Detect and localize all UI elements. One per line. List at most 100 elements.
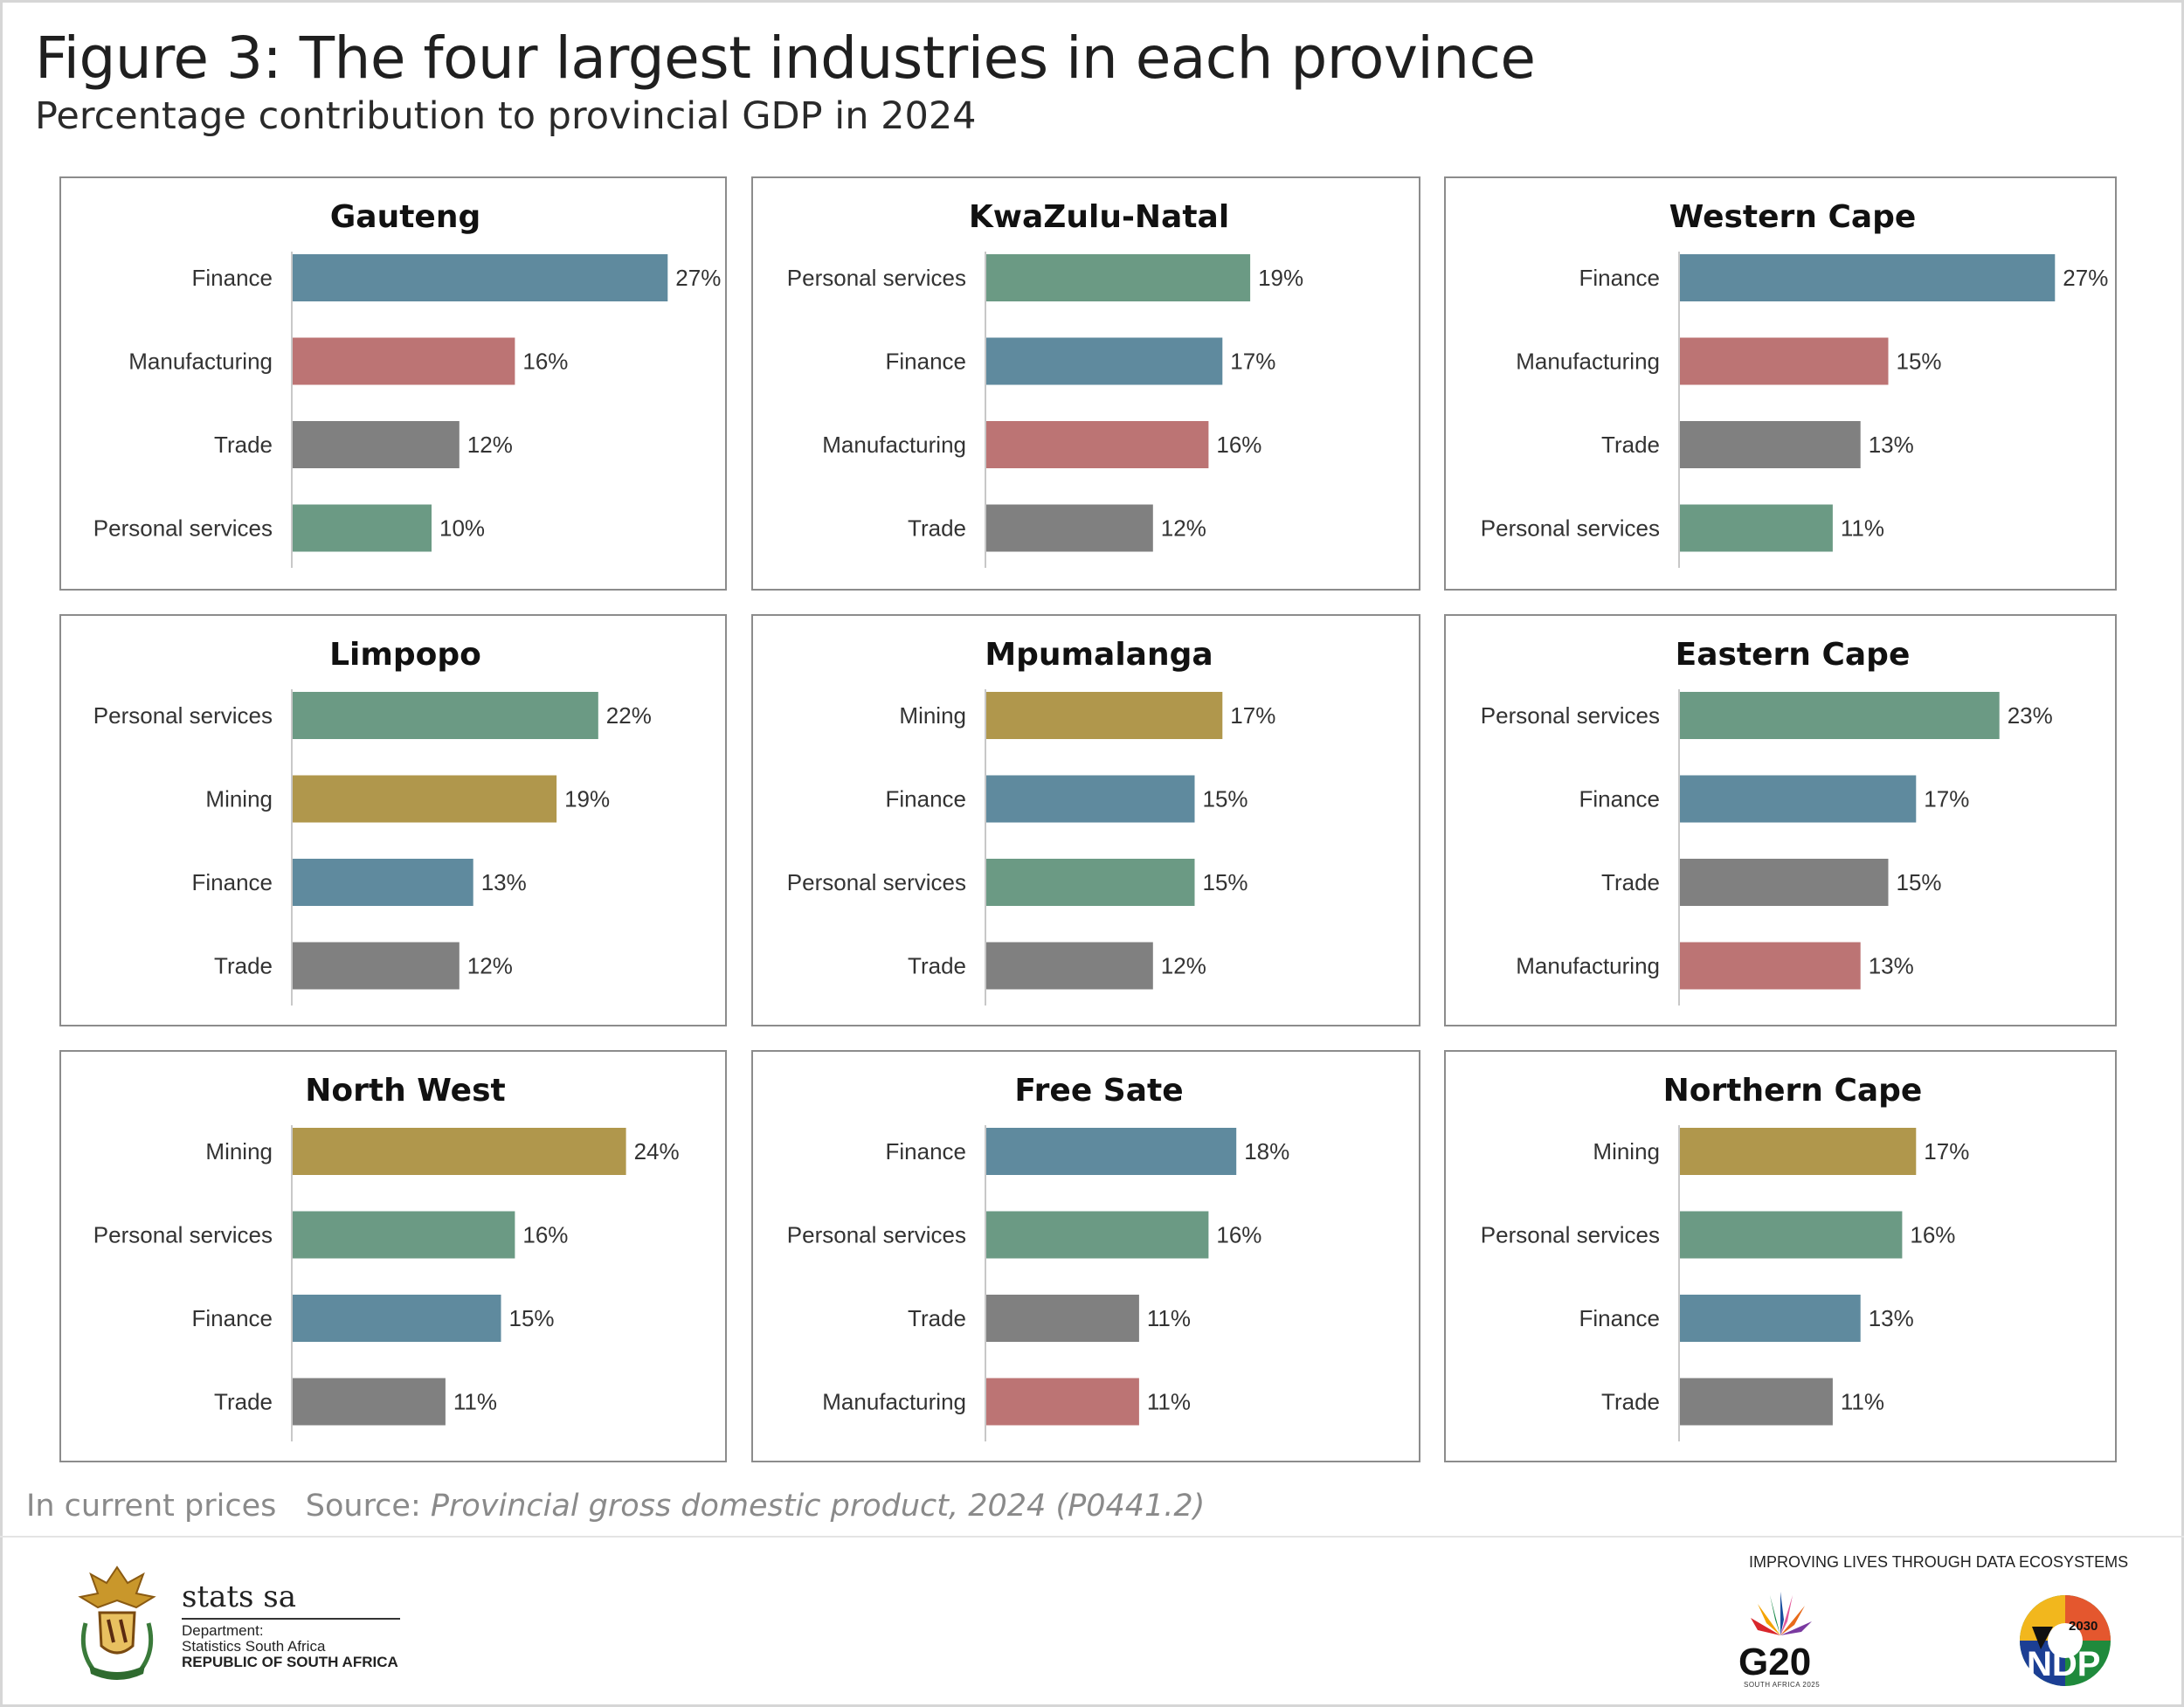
bar-trade [293,1378,446,1426]
data-label: 17% [1230,349,1275,375]
source-title: Provincial gross domestic product, 2024 … [430,1489,1206,1524]
panel-mpumalanga: Mpumalanga Mining 17% Finance 15% Personal se… [751,614,1420,1026]
data-label: 12% [467,953,513,979]
category-label: Trade [908,515,966,542]
department-block: Department: Statistics South Africa REPU… [182,1623,398,1670]
coat-of-arms-logo [78,1565,156,1680]
category-label: Trade [908,953,966,979]
data-label: 11% [1147,1389,1191,1415]
panel-eastern-cape: Eastern Cape Personal services 23% Finance 1… [1444,614,2117,1026]
ndp-year: 2030 [2069,1619,2098,1634]
category-label: Manufacturing [822,432,966,458]
bar-personal-services [986,1211,1209,1259]
data-label: 12% [1161,515,1206,542]
panel-western-cape: Western Cape Finance 27% Manufacturing 15% Tr… [1444,176,2117,591]
bar-finance [986,337,1223,385]
bar-mining [986,692,1223,739]
bar-manufacturing [1680,337,1889,385]
category-label: Personal services [1481,515,1660,542]
ndp-logo: 2030 NDP [2020,1595,2111,1686]
g20-subtext: SOUTH AFRICA 2025 [1744,1681,1821,1689]
data-label: 22% [606,702,652,729]
g20-flower-icon [1751,1592,1812,1635]
bar-trade [986,504,1153,552]
category-label: Finance [192,1305,273,1331]
bar-trade [1680,421,1861,468]
bar-mining [293,775,557,823]
bar-trade [986,1295,1139,1342]
data-label: 12% [1161,953,1206,979]
data-label: 19% [564,786,610,812]
data-label: 19% [1258,265,1303,291]
data-label: 17% [1924,786,1969,812]
chart-gauteng: Gauteng Finance 27% Manufacturing 16% Trade 12… [93,199,721,568]
data-label: 11% [1841,515,1884,542]
data-label: 16% [522,1222,568,1248]
panel-title: Gauteng [330,199,481,235]
data-label: 16% [522,349,568,375]
panel-north-west: North West Mining 24% Personal services 16% F… [59,1050,727,1462]
bar-finance [293,1295,501,1342]
category-label: Finance [886,786,967,812]
panel-free-sate: Free Sate Finance 18% Personal services 16% T… [751,1050,1420,1462]
bar-personal-services [1680,692,2000,739]
bar-personal-services [986,254,1251,301]
bar-manufacturing [293,337,515,385]
chart-northern-cape: Northern Cape Mining 17% Personal services 1… [1481,1073,1969,1441]
category-label: Personal services [1481,702,1660,729]
category-label: Manufacturing [1516,953,1660,979]
chart-limpopo: Limpopo Personal services 22% Mining 19% Fina… [93,637,652,1006]
bar-personal-services [1680,1211,1903,1259]
data-label: 13% [1869,953,1914,979]
category-label: Manufacturing [1516,349,1660,375]
panel-title: Eastern Cape [1676,637,1911,673]
panel-title: Limpopo [329,637,481,673]
dept-line-2: Statistics South Africa [182,1638,326,1655]
source-prefix: Source: [305,1489,431,1524]
chart-north-west: North West Mining 24% Personal services 16% F… [93,1073,680,1441]
figure-title: Figure 3: The four largest industries in… [35,24,1536,92]
chart-free-sate: Free Sate Finance 18% Personal services 16% T… [787,1073,1289,1441]
data-label: 27% [675,265,721,291]
bar-personal-services [293,504,432,552]
ndp-text: NDP [2027,1645,2100,1683]
data-label: 15% [509,1305,555,1331]
bar-trade [293,421,460,468]
tagline: IMPROVING LIVES THROUGH DATA ECOSYSTEMS [1749,1553,2129,1571]
bar-trade [1680,1378,1833,1426]
category-label: Finance [1579,265,1661,291]
data-label: 12% [467,432,513,458]
bar-finance [1680,775,1917,823]
data-label: 16% [1910,1222,1955,1248]
chart-mpumalanga: Mpumalanga Mining 17% Finance 15% Personal se… [787,637,1275,1006]
category-label: Trade [214,432,273,458]
dept-line-3: REPUBLIC OF SOUTH AFRICA [182,1654,398,1670]
data-label: 13% [1869,432,1914,458]
figure-subtitle: Percentage contribution to provincial GD… [35,94,977,138]
data-label: 17% [1924,1138,1969,1164]
footer-divider [0,1536,2184,1538]
category-label: Mining [899,702,966,729]
bar-personal-services [986,859,1195,906]
data-label: 13% [1869,1305,1914,1331]
data-label: 23% [2008,702,2053,729]
category-label: Personal services [1481,1222,1660,1248]
bar-mining [1680,1128,1917,1175]
bar-finance [1680,254,2056,301]
panel-northern-cape: Northern Cape Mining 17% Personal services 1… [1444,1050,2117,1462]
category-label: Finance [886,1138,967,1164]
data-label: 15% [1203,869,1248,895]
data-label: 10% [439,515,485,542]
bar-personal-services [293,1211,515,1259]
panel-limpopo: Limpopo Personal services 22% Mining 19% Fina… [59,614,727,1026]
bar-personal-services [1680,504,1833,552]
category-label: Trade [1601,869,1660,895]
data-label: 24% [634,1138,680,1164]
bar-trade [986,942,1153,990]
data-label: 15% [1897,349,1942,375]
category-label: Mining [205,786,273,812]
category-label: Finance [886,349,967,375]
bar-personal-services [293,692,598,739]
panel-title: North West [305,1073,505,1109]
data-label: 16% [1216,432,1261,458]
